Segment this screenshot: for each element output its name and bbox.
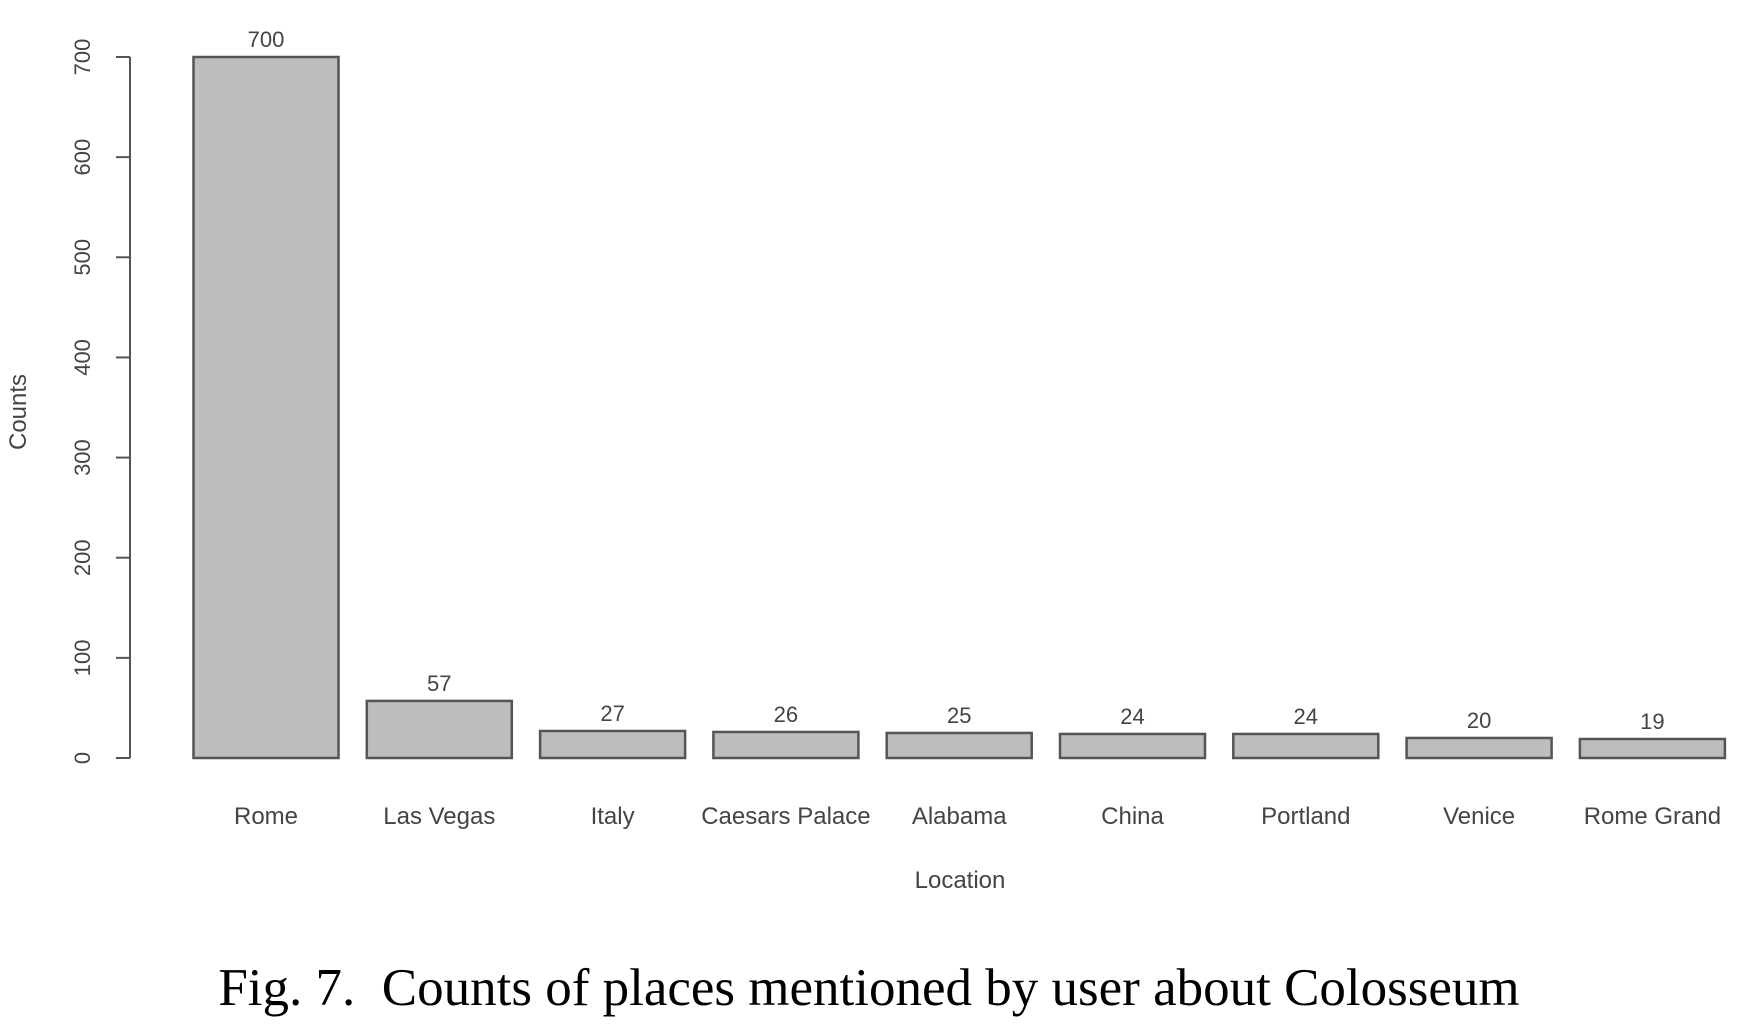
category-label: Las Vegas: [383, 803, 495, 830]
category-label: Venice: [1443, 803, 1515, 830]
bar-value-label: 25: [947, 703, 971, 728]
y-tick-label: 100: [70, 639, 95, 676]
bar: [1232, 732, 1380, 760]
category-label: China: [1101, 803, 1164, 830]
y-tick-label: 300: [70, 439, 95, 476]
y-axis: 0 100 200 300 400 500 600 700: [70, 39, 131, 764]
bar: [365, 699, 514, 760]
bar-chart: 0 100 200 300 400 500 600 700 700 57 27 26 25 24 24 20…: [5, 27, 1727, 894]
bar-value-label: 20: [1467, 708, 1491, 733]
bar: [1058, 732, 1207, 760]
y-tick-label: 200: [70, 539, 95, 576]
bar: [538, 729, 687, 760]
y-tick-label: 500: [70, 239, 95, 276]
category-label: Rome: [234, 803, 298, 830]
y-axis-title: Counts: [5, 374, 32, 450]
category-label: Rome Grand: [1584, 803, 1721, 830]
bar-value-label: 700: [248, 27, 285, 52]
category-label: Italy: [591, 803, 635, 830]
figure-caption: Fig. 7. Counts of places mentioned by us…: [218, 959, 1520, 1017]
bar-value-label: 26: [774, 702, 798, 727]
bar: [1405, 736, 1553, 760]
bar: [192, 55, 340, 760]
bar: [1578, 737, 1727, 760]
category-labels: Rome Las Vegas Italy Caesars Palace Alabama C…: [234, 803, 1721, 830]
bar-value-label: 24: [1294, 704, 1318, 729]
y-tick-label: 700: [70, 39, 95, 76]
y-tick-label: 0: [70, 752, 95, 764]
bar-value-labels: 700 57 27 26 25 24 24 20 19: [248, 27, 1665, 734]
y-tick-label: 600: [70, 139, 95, 176]
bar-value-label: 19: [1640, 709, 1664, 734]
category-label: Caesars Palace: [701, 803, 870, 830]
bars: [192, 55, 1727, 760]
bar-value-label: 57: [427, 671, 451, 696]
x-axis-title: Location: [915, 867, 1006, 894]
bar: [712, 730, 860, 760]
bar: [885, 731, 1033, 760]
bar-value-label: 24: [1120, 704, 1144, 729]
category-label: Alabama: [912, 803, 1007, 830]
y-tick-label: 400: [70, 339, 95, 376]
category-label: Portland: [1261, 803, 1350, 830]
bar-value-label: 27: [600, 701, 624, 726]
